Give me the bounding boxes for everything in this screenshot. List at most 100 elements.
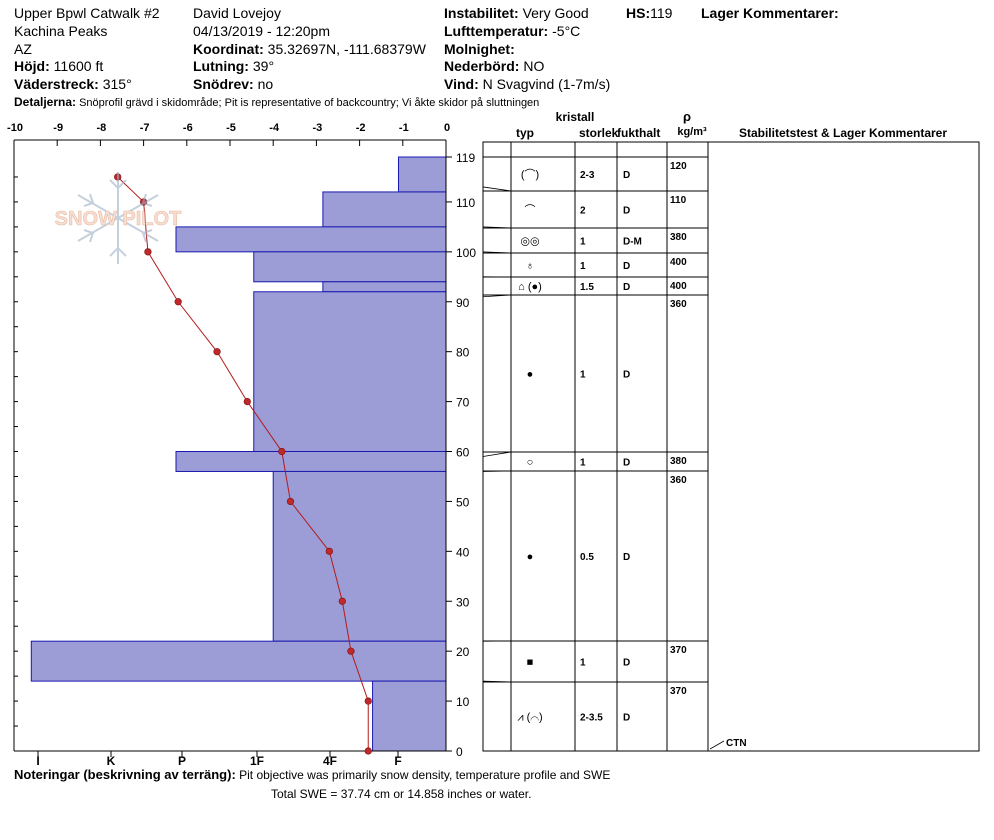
chart-axes: -10 -9 -8 -7 -6 -5 -4 -3 -2 -1 0I K P 1F 4F F (7, 122, 450, 768)
stability-value: Very Good (522, 5, 589, 21)
temperature-point (286, 497, 295, 506)
temperature-point (325, 547, 333, 555)
temperature-point (213, 348, 221, 356)
table-frame (482, 141, 980, 752)
moisture-value: D (623, 282, 630, 293)
crystal-size: 1 (580, 458, 586, 469)
density-unit-header: kg/m³ (677, 126, 707, 138)
precip-value: NO (523, 58, 545, 74)
temp-tick-label: -2 (356, 122, 366, 134)
coordinate-row: Koordinat: 35.32697N, -111.68379W (193, 40, 426, 58)
height-tick-label: 70 (456, 396, 470, 410)
wind-value: N Svagvind (1-7m/s) (482, 76, 611, 92)
crystal-symbol: ◎◎ (520, 236, 539, 248)
slope-label: Lutning: (193, 58, 249, 74)
temp-tick-label: 0 (444, 122, 450, 134)
crystal-symbol: ⩘ (⌒) (517, 712, 542, 724)
density-value: 110 (670, 195, 687, 206)
elevation-row: Höjd: 11600 ft (14, 57, 103, 75)
moisture-value: D (623, 370, 630, 381)
moisture-value: D (623, 458, 630, 469)
moisture-value: D (623, 552, 630, 563)
height-tick-label: 60 (456, 446, 470, 460)
elevation-value: 11600 ft (53, 58, 104, 74)
temperature-point (243, 397, 251, 406)
stability-label: Instabilitet: (444, 5, 519, 21)
temperature-series (114, 173, 372, 755)
layer-connector (482, 251, 512, 254)
air-temp-label: Lufttemperatur: (444, 23, 549, 39)
crystal-symbol: ■ (527, 657, 534, 669)
layer-connector (482, 680, 512, 683)
crystal-size: 1 (580, 261, 586, 272)
details-text: Snöprofil grävd i skidområde; Pit is rep… (79, 97, 540, 109)
drift-value: no (257, 76, 274, 92)
temp-tick-label: -6 (183, 122, 193, 134)
crystal-size: 2-3.5 (580, 713, 603, 724)
details-row: Detaljerna: Snöprofil grävd i skidområde… (14, 95, 539, 109)
coordinate-value: 35.32697N, -111.68379W (267, 41, 426, 57)
moisture-value: D-M (623, 237, 642, 248)
moisture-value: D (623, 261, 630, 272)
aspect-row: Väderstreck: 315° (14, 75, 132, 93)
crystal-symbol: ♁ (526, 260, 534, 272)
air-temp-value: -5°C (552, 23, 581, 39)
hardness-bar (372, 680, 447, 752)
logo-text: SNOW PILOT (55, 208, 182, 230)
hardness-tick-label: I (36, 754, 39, 768)
temperature-point (347, 647, 355, 655)
temp-tick-label: -10 (7, 122, 23, 134)
crystal-header: kristall (556, 110, 595, 124)
moisture-value: D (623, 713, 630, 724)
layer-connector (482, 186, 512, 192)
density-value: 370 (670, 645, 687, 656)
location-name: Upper Bpwl Catwalk #2 (14, 5, 160, 21)
height-tick-label: 50 (456, 495, 470, 509)
layer-connector (482, 451, 512, 457)
height-tick-label: 40 (456, 545, 470, 559)
hardness-bar (253, 251, 447, 283)
drift-label: Snödrev: (193, 76, 254, 92)
crystal-symbol: ⌒ (525, 204, 536, 217)
coordinate-label: Koordinat: (193, 41, 264, 57)
rho-header: ρ (683, 109, 691, 124)
observer-name: David Lovejoy (193, 5, 281, 21)
hardness-bar (175, 226, 447, 253)
density-value: 120 (670, 161, 687, 172)
air-temp-row: Lufttemperatur: -5°C (444, 22, 580, 40)
height-axis: 0 10 20 30 40 50 60 70 80 90 100 110 119 (446, 151, 476, 759)
temperature-point (364, 747, 372, 755)
sky-row: Molnighet: (444, 40, 515, 58)
stability-row: Instabilitet: Very Good (444, 4, 589, 22)
hardness-bar (272, 470, 447, 642)
layer-comments-title: Lager Kommentarer: (701, 5, 839, 21)
hardness-bar (322, 281, 447, 293)
hardness-tick-label: 1F (250, 754, 264, 768)
height-tick-label: 90 (456, 296, 470, 310)
crystal-size: 0.5 (580, 552, 594, 563)
hardness-tick-label: P (178, 754, 186, 768)
density-value: 380 (670, 232, 687, 243)
temp-tick-label: -7 (140, 122, 150, 134)
crystal-symbol: ● (527, 369, 534, 381)
notes-row: Noteringar (beskrivning av terräng): Pit… (14, 767, 610, 782)
slope-value: 39° (252, 58, 275, 74)
stability-test-label: CTN (726, 738, 747, 749)
moisture-value: D (623, 170, 630, 181)
layer-connector (482, 226, 512, 229)
temp-tick-label: -9 (53, 122, 63, 134)
hardness-bar (397, 156, 447, 193)
temp-tick-label: -5 (226, 122, 236, 134)
hardness-bar (30, 640, 447, 682)
hardness-tick-label: 4F (323, 754, 337, 768)
crystal-size: 1 (580, 370, 586, 381)
density-value: 360 (670, 475, 687, 486)
crystal-size: 1 (580, 658, 586, 669)
layer-connector (482, 294, 512, 298)
temp-tick-label: -4 (269, 122, 280, 134)
notes-text: Pit objective was primarily snow density… (239, 768, 611, 782)
crystal-symbol: ○ (527, 457, 534, 469)
temp-tick-label: -8 (97, 122, 107, 134)
sky-label: Molnighet: (444, 41, 515, 57)
